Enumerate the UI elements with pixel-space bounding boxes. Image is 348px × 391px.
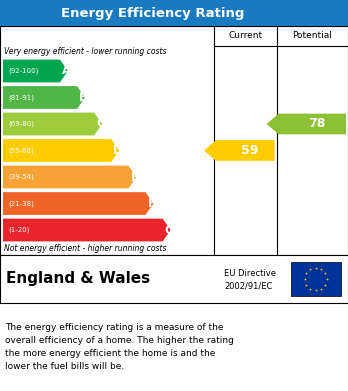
Text: 78: 78 [308, 117, 325, 131]
Text: A: A [62, 65, 71, 77]
Text: (21-38): (21-38) [8, 200, 34, 207]
Bar [291, 262, 341, 296]
Text: (39-54): (39-54) [8, 174, 34, 180]
Text: EU Directive: EU Directive [224, 269, 276, 278]
Bar [0, 26, 348, 255]
Polygon shape [3, 192, 153, 215]
Text: E: E [130, 170, 139, 183]
Text: (81-91): (81-91) [8, 94, 34, 101]
Polygon shape [3, 86, 85, 109]
Text: 59: 59 [241, 144, 258, 157]
Polygon shape [3, 139, 119, 162]
Text: G: G [165, 224, 174, 237]
Text: F: F [148, 197, 156, 210]
Text: (1-20): (1-20) [8, 227, 29, 233]
Text: D: D [113, 144, 123, 157]
Text: (69-80): (69-80) [8, 121, 34, 127]
Polygon shape [3, 219, 171, 241]
Text: The energy efficiency rating is a measure of the
overall efficiency of a home. T: The energy efficiency rating is a measur… [5, 323, 234, 371]
Text: Current: Current [228, 32, 262, 41]
Text: Potential: Potential [292, 32, 332, 41]
Text: (55-68): (55-68) [8, 147, 34, 154]
Text: Not energy efficient - higher running costs: Not energy efficient - higher running co… [4, 244, 166, 253]
Bar [0, 0, 348, 26]
Text: England & Wales: England & Wales [6, 271, 150, 287]
Polygon shape [267, 114, 346, 135]
Text: 2002/91/EC: 2002/91/EC [224, 282, 273, 291]
Text: C: C [96, 117, 105, 131]
Polygon shape [3, 166, 136, 188]
Bar [0, 255, 348, 303]
Polygon shape [204, 140, 275, 161]
Text: B: B [79, 91, 88, 104]
Text: (92-100): (92-100) [8, 68, 38, 74]
Text: Very energy efficient - lower running costs: Very energy efficient - lower running co… [4, 47, 166, 56]
Polygon shape [3, 59, 68, 83]
Polygon shape [3, 113, 102, 135]
Text: Energy Efficiency Rating: Energy Efficiency Rating [62, 7, 245, 20]
